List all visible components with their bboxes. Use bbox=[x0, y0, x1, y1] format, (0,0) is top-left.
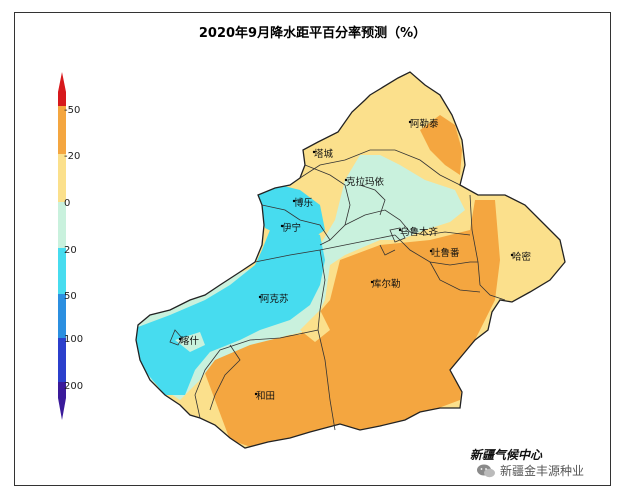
city-markers bbox=[178, 120, 514, 396]
prefecture-borders bbox=[169, 149, 506, 431]
city-label-urumqi: 乌鲁木齐 bbox=[400, 226, 439, 238]
city-label-karamay: 克拉玛依 bbox=[346, 176, 385, 188]
legend: -50 -20 0 20 50 100 200 bbox=[58, 72, 83, 420]
precip-anomaly-fill bbox=[136, 72, 565, 448]
city-labels: 阿勒泰 塔城 克拉玛依 博乐 伊宁 乌鲁木齐 吐鲁番 哈密 阿克苏 库尔勒 喀什… bbox=[180, 118, 532, 402]
city-label-hotan: 和田 bbox=[256, 391, 275, 402]
legend-swatch-mint bbox=[58, 202, 66, 248]
source-label: 新疆气候中心 bbox=[470, 448, 543, 462]
watermark-text: 新疆金丰源种业 bbox=[500, 464, 585, 478]
legend-swatch-cyan bbox=[58, 248, 66, 294]
city-label-yining: 伊宁 bbox=[282, 222, 301, 234]
legend-label: 20 bbox=[64, 245, 77, 256]
city-label-turpan: 吐鲁番 bbox=[431, 247, 460, 259]
city-label-altay: 阿勒泰 bbox=[410, 118, 439, 130]
legend-swatch-deep-blue bbox=[58, 338, 66, 382]
legend-swatch-blue bbox=[58, 294, 66, 338]
legend-swatch-red bbox=[58, 92, 66, 106]
wechat-icon bbox=[476, 463, 496, 479]
legend-label: 200 bbox=[64, 381, 83, 392]
watermark: 新疆金丰源种业 bbox=[476, 462, 584, 479]
map-title: 2020年9月降水距平百分率预测（%） bbox=[198, 26, 427, 41]
legend-label: 100 bbox=[64, 334, 83, 345]
city-label-bole: 博乐 bbox=[294, 197, 314, 209]
city-label-tacheng: 塔城 bbox=[314, 148, 334, 160]
legend-swatch-dark-red bbox=[58, 72, 66, 92]
legend-label: 0 bbox=[64, 198, 70, 209]
legend-swatch-orange bbox=[58, 106, 66, 154]
legend-swatch-yellow bbox=[58, 154, 66, 202]
legend-label: 50 bbox=[64, 291, 77, 302]
city-label-hami: 哈密 bbox=[512, 251, 532, 263]
city-label-korla: 库尔勒 bbox=[372, 278, 401, 290]
legend-label: -50 bbox=[64, 105, 80, 116]
legend-label: -20 bbox=[64, 151, 80, 162]
city-label-aksu: 阿克苏 bbox=[260, 293, 289, 305]
legend-swatch-indigo-tip bbox=[58, 398, 66, 420]
legend-swatch-indigo bbox=[58, 382, 66, 398]
city-label-kashgar: 喀什 bbox=[180, 335, 200, 347]
